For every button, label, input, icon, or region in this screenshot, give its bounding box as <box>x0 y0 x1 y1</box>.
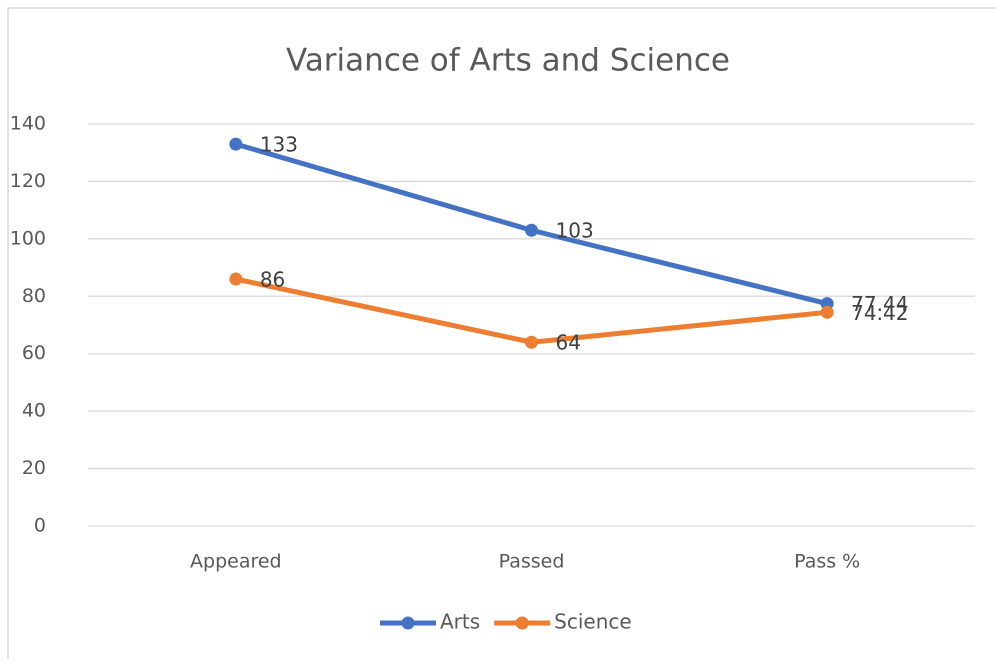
data-label: 74.42 <box>851 301 908 325</box>
y-tick-label: 80 <box>22 285 46 307</box>
data-point <box>525 223 538 237</box>
data-label: 133 <box>260 133 298 157</box>
x-tick-label: Passed <box>499 551 565 573</box>
y-tick-label: 60 <box>22 342 46 364</box>
y-tick-label: 20 <box>22 457 46 479</box>
chart-title: Variance of Arts and Science <box>286 43 730 79</box>
data-point <box>229 137 243 151</box>
legend-label: Science <box>554 610 632 634</box>
y-tick-label: 120 <box>10 170 46 192</box>
y-tick-label: 140 <box>10 113 46 135</box>
data-point <box>820 305 834 319</box>
data-label: 77.44 <box>851 292 908 316</box>
legend-marker <box>401 616 415 630</box>
data-point <box>229 272 243 286</box>
data-label: 64 <box>556 331 581 355</box>
x-tick-label: Appeared <box>190 551 282 573</box>
legend-label: Arts <box>440 610 480 634</box>
y-tick-label: 100 <box>10 227 46 249</box>
data-label: 86 <box>260 268 285 292</box>
y-tick-label: 40 <box>22 400 46 422</box>
data-point <box>525 335 538 349</box>
x-tick-label: Pass % <box>794 551 860 573</box>
data-label: 103 <box>556 219 594 243</box>
legend-marker <box>515 616 529 630</box>
y-tick-label: 0 <box>34 515 46 537</box>
